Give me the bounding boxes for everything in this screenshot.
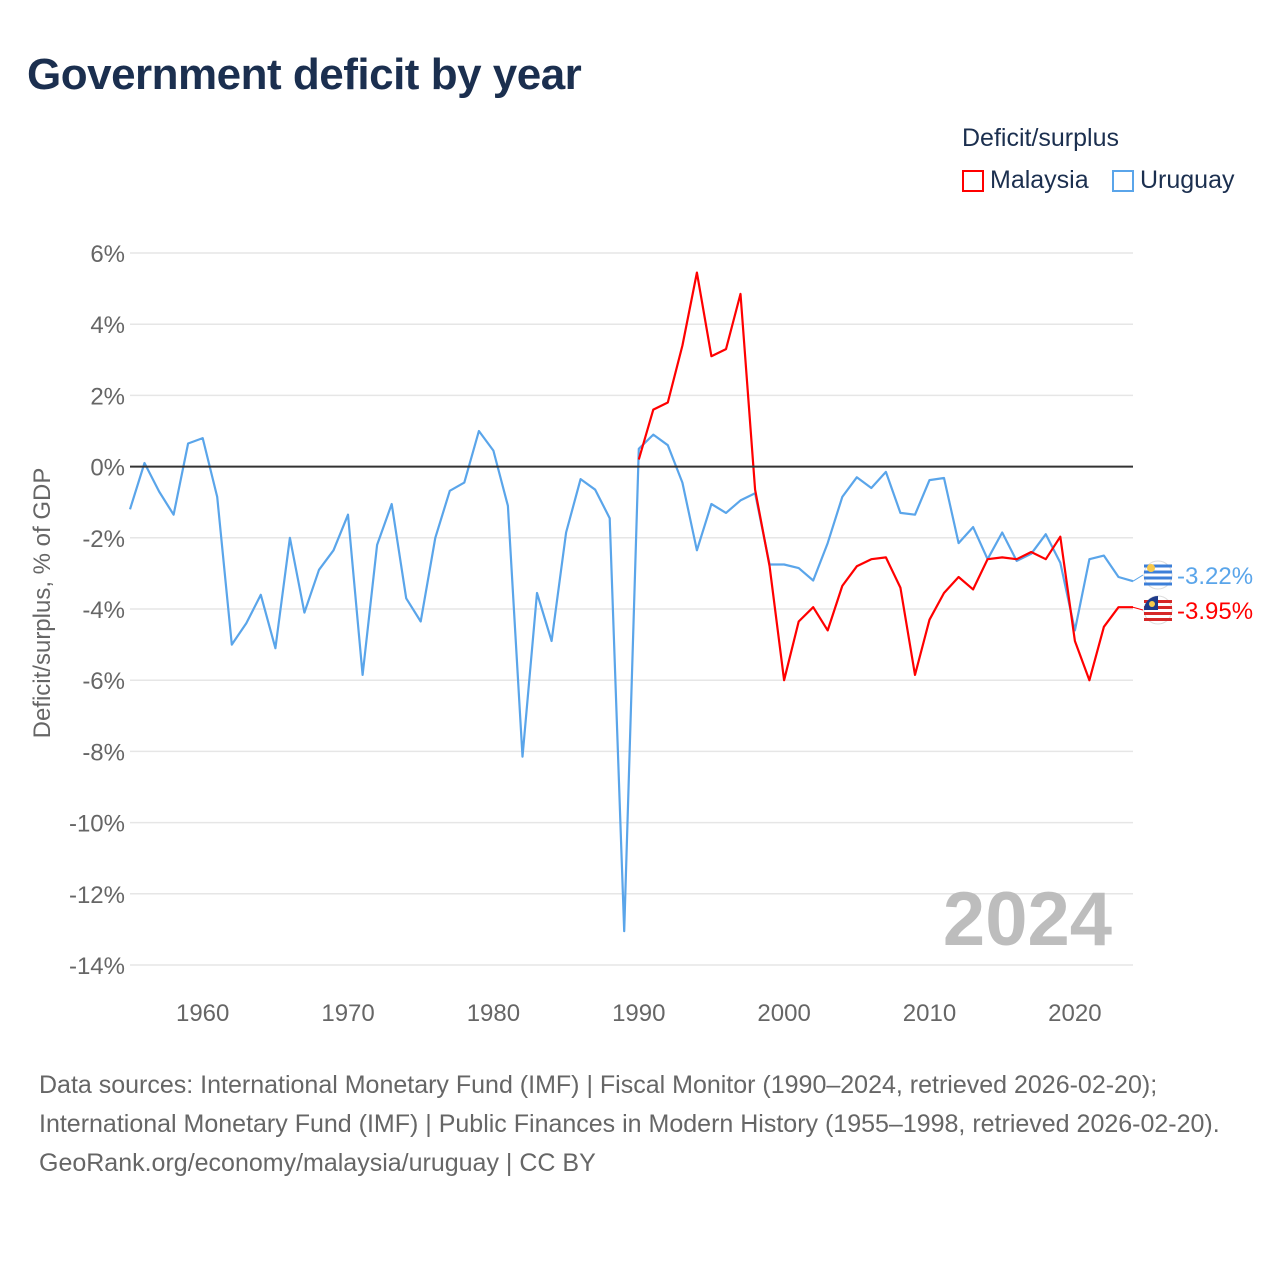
y-tick-label: 4% (90, 312, 125, 339)
y-tick-label: -6% (82, 668, 125, 695)
legend-label-uruguay: Uruguay (1140, 166, 1235, 194)
x-tick-label: 2000 (757, 1000, 810, 1027)
x-tick-label: 1990 (612, 1000, 665, 1027)
uruguay-flag-sun (1147, 564, 1155, 572)
y-tick-label: -12% (69, 882, 125, 909)
legend-label-malaysia: Malaysia (990, 166, 1089, 194)
end-value-label-malaysia: -3.95% (1177, 598, 1253, 625)
malaysia-flag-crescent (1149, 601, 1155, 607)
x-tick-label: 1970 (321, 1000, 374, 1027)
malaysia-flag-stripe (1144, 618, 1172, 621)
chart-title: Government deficit by year (27, 50, 582, 99)
footer: Data sources: International Monetary Fun… (39, 1066, 1239, 1183)
y-tick-label: -2% (82, 526, 125, 553)
data-sources: Data sources: International Monetary Fun… (39, 1071, 1220, 1138)
legend-title: Deficit/surplus (962, 124, 1119, 152)
uruguay-flag-stripe (1144, 564, 1172, 568)
y-tick-label: 2% (90, 383, 125, 410)
x-tick-label: 1980 (467, 1000, 520, 1027)
legend-swatch-malaysia (962, 169, 984, 192)
end-connector-uruguay (1132, 574, 1144, 582)
y-axis-label: Deficit/surplus, % of GDP (29, 468, 56, 739)
year-watermark: 2024 (943, 877, 1112, 962)
malaysia-flag-stripe (1144, 612, 1172, 615)
uruguay-flag-stripe (1144, 570, 1172, 574)
legend-swatch-uruguay (1112, 169, 1134, 192)
uruguay-flag-stripe (1144, 582, 1172, 586)
series-line-malaysia (637, 271, 1133, 682)
legend-item-uruguay[interactable]: Uruguay (1112, 166, 1235, 195)
end-value-label-uruguay: -3.22% (1177, 563, 1253, 590)
y-tick-label: -8% (82, 739, 125, 766)
y-tick-label: -10% (69, 811, 125, 838)
y-tick-label: 6% (90, 241, 125, 268)
series-line-uruguay (128, 429, 1134, 933)
credit-link[interactable]: GeoRank.org/economy/malaysia/uruguay | C… (39, 1149, 596, 1177)
end-connector-malaysia (1132, 606, 1144, 611)
x-tick-label: 2010 (903, 1000, 956, 1027)
x-tick-label: 2020 (1048, 1000, 1101, 1027)
x-tick-label: 1960 (176, 1000, 229, 1027)
legend-item-malaysia[interactable]: Malaysia (962, 166, 1089, 195)
y-tick-label: 0% (90, 455, 125, 482)
uruguay-flag-stripe (1144, 576, 1172, 580)
y-tick-label: -4% (82, 597, 125, 624)
y-tick-label: -14% (69, 953, 125, 980)
